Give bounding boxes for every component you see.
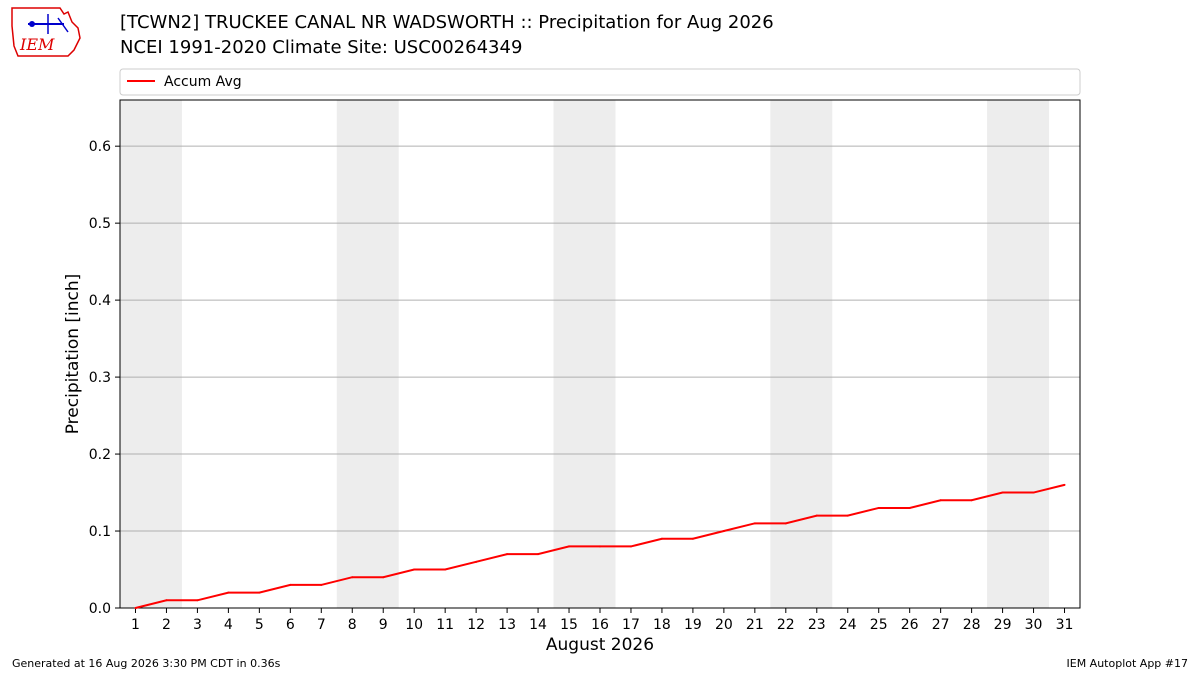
data-point [660, 537, 663, 540]
data-point [877, 506, 880, 509]
data-point [475, 560, 478, 563]
chart-subtitle: NCEI 1991-2020 Climate Site: USC00264349 [120, 37, 523, 58]
x-tick-label: 16 [591, 617, 609, 633]
x-axis-label: August 2026 [546, 635, 654, 655]
data-point [939, 499, 942, 502]
logo-text: IEM [19, 35, 55, 54]
data-point [846, 514, 849, 517]
x-tick-label: 11 [436, 617, 454, 633]
y-tick-label: 0.3 [89, 370, 111, 386]
x-tick-label: 6 [286, 617, 295, 633]
x-tick-label: 30 [1025, 617, 1043, 633]
x-tick-label: 25 [870, 617, 888, 633]
x-tick-label: 27 [932, 617, 950, 633]
data-point [134, 607, 137, 609]
x-tick-label: 14 [529, 617, 547, 633]
data-point [722, 530, 725, 533]
x-tick-label: 13 [498, 617, 516, 633]
x-tick-label: 24 [839, 617, 857, 633]
data-point [970, 499, 973, 502]
data-point [413, 568, 416, 571]
data-point [506, 553, 509, 556]
data-point [165, 599, 168, 602]
data-point [444, 568, 447, 571]
iem-logo: IEM [11, 7, 81, 57]
y-tick-label: 0.4 [89, 293, 111, 309]
legend-label: Accum Avg [164, 74, 242, 90]
x-tick-label: 7 [317, 617, 326, 633]
data-point [1063, 483, 1066, 486]
x-tick-label: 15 [560, 617, 578, 633]
x-tick-label: 22 [777, 617, 795, 633]
x-tick-label: 9 [379, 617, 388, 633]
legend-box [119, 68, 1081, 96]
x-tick-label: 20 [715, 617, 733, 633]
x-tick-label: 28 [963, 617, 981, 633]
data-point [258, 591, 261, 594]
weekend-band [336, 100, 399, 608]
weekend-band [987, 100, 1050, 608]
data-point [784, 522, 787, 525]
data-point [289, 583, 292, 586]
x-tick-label: 21 [746, 617, 764, 633]
data-point [599, 545, 601, 548]
x-tick-label: 1 [131, 617, 140, 633]
weekend-band [770, 100, 833, 608]
x-tick-label: 2 [162, 617, 171, 633]
x-tick-label: 4 [224, 617, 233, 633]
data-point [537, 553, 540, 556]
x-tick-label: 10 [405, 617, 423, 633]
x-tick-label: 5 [255, 617, 264, 633]
weekend-band [120, 100, 182, 608]
data-point [1001, 491, 1004, 494]
data-point [568, 545, 571, 548]
x-tick-label: 8 [348, 617, 357, 633]
x-tick-label: 26 [901, 617, 919, 633]
y-axis-label: Precipitation [inch] [63, 274, 83, 435]
chart-title: [TCWN2] TRUCKEE CANAL NR WADSWORTH :: Pr… [120, 12, 774, 33]
x-tick-label: 29 [994, 617, 1012, 633]
data-point [382, 576, 385, 579]
x-tick-label: 31 [1056, 617, 1074, 633]
x-tick-label: 12 [467, 617, 485, 633]
y-tick-label: 0.5 [89, 216, 111, 232]
data-point [908, 506, 911, 509]
y-tick-label: 0.6 [89, 139, 111, 155]
x-tick-label: 17 [622, 617, 640, 633]
data-point [629, 545, 632, 548]
data-point [227, 591, 230, 594]
autoplot-footer: IEM Autoplot App #17 [1066, 657, 1189, 670]
data-point [815, 514, 818, 517]
data-point [351, 576, 354, 579]
y-tick-label: 0.2 [89, 447, 111, 463]
weekend-band [553, 100, 616, 608]
generated-footer: Generated at 16 Aug 2026 3:30 PM CDT in … [12, 657, 281, 670]
x-tick-label: 18 [653, 617, 671, 633]
x-tick-label: 23 [808, 617, 826, 633]
data-point [1032, 491, 1035, 494]
data-point [320, 583, 323, 586]
y-tick-label: 0.1 [89, 524, 111, 540]
data-point [691, 537, 694, 540]
x-tick-label: 3 [193, 617, 202, 633]
data-point [196, 599, 199, 602]
x-tick-label: 19 [684, 617, 702, 633]
y-tick-label: 0.0 [89, 601, 111, 617]
data-point [753, 522, 756, 525]
